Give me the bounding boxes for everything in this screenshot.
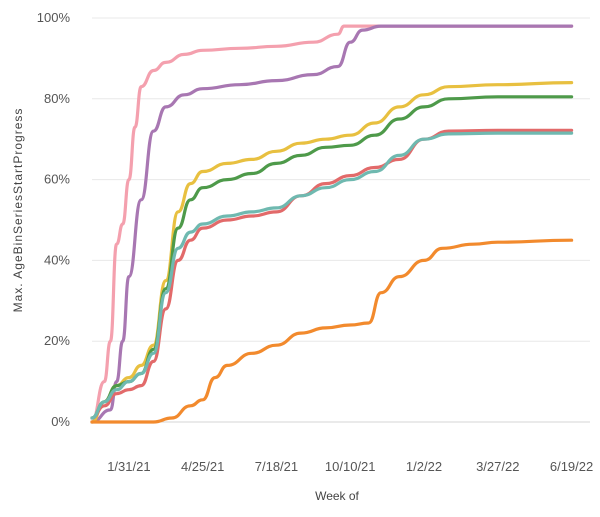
x-axis-ticks: 1/31/21 4/25/21 7/18/21 10/10/21 1/2/22 3/27/…	[107, 459, 593, 474]
x-tick-label: 10/10/21	[325, 459, 376, 474]
series-line-1	[90, 24, 574, 424]
x-tick-label: 6/19/22	[550, 459, 593, 474]
series-line-6	[90, 131, 574, 420]
gridlines	[92, 17, 590, 423]
x-tick-label: 4/25/21	[181, 459, 224, 474]
y-tick-label: 20%	[44, 333, 70, 348]
series-lines	[90, 24, 574, 424]
x-tick-label: 1/2/22	[406, 459, 442, 474]
x-axis-title: Week of	[315, 489, 359, 503]
series-line-5	[90, 128, 574, 420]
series-line-2	[90, 24, 574, 424]
x-tick-label: 1/31/21	[107, 459, 150, 474]
series-line-4	[90, 95, 574, 420]
y-tick-label: 80%	[44, 91, 70, 106]
series-line-3	[90, 81, 574, 424]
y-tick-label: 40%	[44, 252, 70, 267]
x-tick-label: 3/27/22	[476, 459, 519, 474]
y-tick-label: 100%	[37, 10, 71, 25]
y-axis-title: Max. AgeBinSeriesStartProgress	[11, 108, 25, 313]
y-axis-ticks: 0% 20% 40% 60% 80% 100%	[37, 10, 71, 429]
series-line-7	[90, 238, 574, 424]
y-tick-label: 60%	[44, 172, 70, 187]
y-tick-label: 0%	[51, 414, 70, 429]
x-tick-label: 7/18/21	[255, 459, 298, 474]
